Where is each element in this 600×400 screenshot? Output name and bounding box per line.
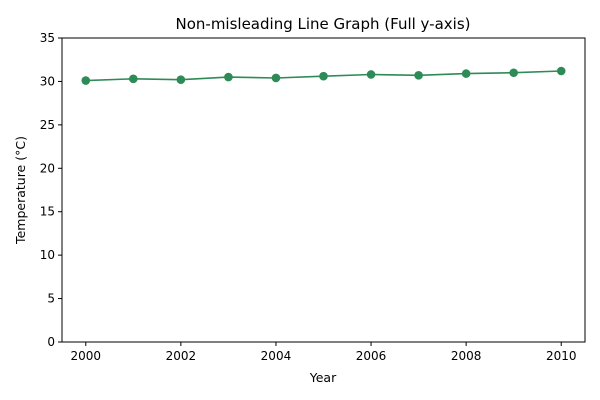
- y-tick-label: 5: [47, 292, 55, 306]
- chart-title: Non-misleading Line Graph (Full y-axis): [176, 15, 471, 33]
- data-point: [509, 68, 518, 78]
- y-tick-label: 20: [40, 161, 55, 175]
- data-point: [461, 69, 471, 78]
- data-point: [556, 66, 566, 76]
- x-axis: 2000 2002 2004 2006 2008 2010: [70, 342, 577, 363]
- x-tick-label: 2004: [261, 349, 292, 363]
- data-point: [129, 74, 138, 84]
- x-tick-label: 2010: [546, 349, 577, 363]
- y-tick-label: 10: [40, 248, 55, 262]
- data-point: [366, 70, 376, 79]
- series-points: [81, 66, 566, 85]
- data-point: [224, 72, 233, 82]
- y-tick-label: 0: [47, 335, 55, 349]
- data-point: [271, 73, 281, 83]
- y-tick-label: 25: [40, 118, 55, 132]
- plot-area: [61, 37, 586, 343]
- x-tick-label: 2008: [451, 349, 482, 363]
- data-point: [319, 71, 328, 81]
- x-tick-label: 2000: [70, 349, 101, 363]
- y-tick-label: 15: [40, 205, 55, 219]
- data-point: [414, 71, 423, 80]
- data-point: [176, 75, 186, 84]
- y-tick-label: 30: [40, 74, 55, 88]
- y-axis-label: Temperature (°C): [13, 136, 28, 245]
- y-tick-label: 35: [40, 31, 55, 45]
- y-axis: 0 5 10 15 20 25 30 35: [40, 31, 62, 349]
- x-tick-label: 2006: [356, 349, 387, 363]
- x-axis-label: Year: [309, 370, 337, 385]
- data-point: [81, 76, 91, 85]
- x-tick-label: 2002: [166, 349, 197, 363]
